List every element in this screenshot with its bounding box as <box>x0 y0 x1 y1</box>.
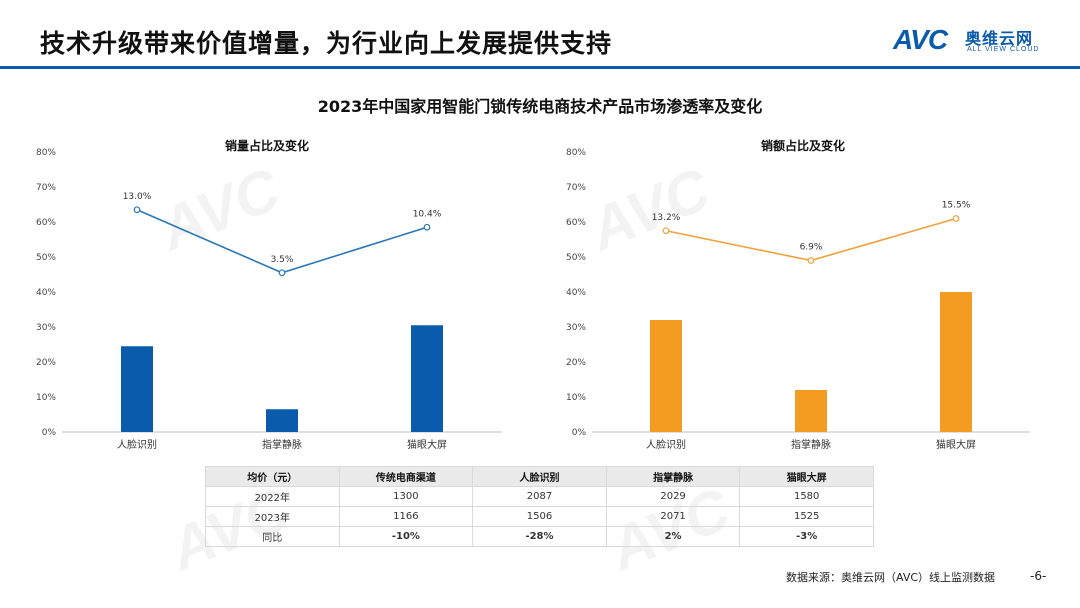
x-tick-label: 人脸识别 <box>117 438 157 451</box>
price-table: 均价（元） 传统电商渠道 人脸识别 指掌静脉 猫眼大屏 2022年 1300 2… <box>205 466 874 547</box>
y-tick-label: 60% <box>36 218 56 228</box>
table-header-cell: 人脸识别 <box>472 466 607 487</box>
logo-en-name: ALL VIEW CLOUD <box>967 46 1040 53</box>
data-label: 6.9% <box>800 243 823 253</box>
table-header-cell: 指掌静脉 <box>605 466 741 487</box>
table-row: 2022年 1300 2087 2029 1580 <box>205 486 874 507</box>
table-cell: 2029 <box>605 486 741 507</box>
bar <box>795 390 827 432</box>
section-title: 2023年中国家用智能门锁传统电商技术产品市场渗透率及变化 <box>317 97 763 116</box>
series-line <box>665 217 957 262</box>
bar <box>411 325 443 432</box>
table-header-cell: 传统电商渠道 <box>338 466 474 487</box>
yoy-cell: 2% <box>605 526 741 547</box>
page-number: -6- <box>1030 569 1047 583</box>
line-point <box>952 215 960 222</box>
row-label: 2022年 <box>205 486 340 507</box>
y-tick-label: 70% <box>566 183 586 193</box>
logo-cn-name: 奥维云网 <box>965 29 1034 48</box>
x-tick-label: 指掌静脉 <box>791 438 831 451</box>
line-point <box>133 206 141 214</box>
y-tick-label: 40% <box>566 288 586 298</box>
line-point <box>662 227 670 235</box>
row-label: 2023年 <box>205 506 340 527</box>
bar <box>266 409 298 432</box>
y-tick-label: 10% <box>36 393 56 403</box>
yoy-cell: -10% <box>338 526 474 547</box>
chart-title: 销额占比及变化 <box>761 138 845 153</box>
chart-title: 销量占比及变化 <box>225 138 309 153</box>
y-tick-label: 70% <box>36 183 56 193</box>
yoy-cell: -28% <box>472 526 607 547</box>
table-cell: 2087 <box>472 486 607 507</box>
x-tick-label: 指掌静脉 <box>262 438 302 451</box>
y-tick-label: 0% <box>572 428 587 438</box>
x-tick-label: 猫眼大屏 <box>407 438 447 451</box>
yoy-cell: -3% <box>739 526 874 547</box>
x-tick-label: 人脸识别 <box>646 438 686 451</box>
y-tick-label: 80% <box>566 148 586 158</box>
data-label: 3.5% <box>271 255 294 265</box>
bar <box>650 320 682 432</box>
line-point <box>807 257 815 264</box>
y-tick-label: 20% <box>566 358 586 368</box>
table-cell: 1166 <box>338 506 474 527</box>
table-row: 2023年 1166 1506 2071 1525 <box>205 506 874 527</box>
row-label: 同比 <box>205 526 340 547</box>
y-tick-label: 40% <box>36 288 56 298</box>
data-label: 15.5% <box>942 201 971 211</box>
table-header-row: 均价（元） 传统电商渠道 人脸识别 指掌静脉 猫眼大屏 <box>205 466 874 487</box>
table-header-cell: 均价（元） <box>205 466 340 487</box>
y-tick-label: 60% <box>566 218 586 228</box>
avc-logo: AVC 奥维云网 ALL VIEW CLOUD <box>893 24 1053 58</box>
line-point <box>278 269 286 277</box>
y-tick-label: 30% <box>36 323 56 333</box>
y-tick-label: 30% <box>566 323 586 333</box>
table-header-cell: 猫眼大屏 <box>739 466 874 487</box>
y-tick-label: 20% <box>36 358 56 368</box>
x-tick-label: 猫眼大屏 <box>936 438 976 451</box>
data-label: 13.0% <box>123 192 152 202</box>
table-cell: 1506 <box>472 506 607 527</box>
page-title: 技术升级带来价值增量，为行业向上发展提供支持 <box>40 29 613 58</box>
y-tick-label: 10% <box>566 393 586 403</box>
table-cell: 1525 <box>739 506 874 527</box>
y-tick-label: 50% <box>36 253 56 263</box>
table-cell: 1580 <box>739 486 874 507</box>
data-label: 13.2% <box>652 213 681 223</box>
y-tick-label: 80% <box>36 148 56 158</box>
bar <box>121 346 153 432</box>
header-rule <box>0 66 1080 69</box>
table-row: 同比 -10% -28% 2% -3% <box>205 526 874 547</box>
logo-mark: AVC <box>893 24 948 55</box>
y-tick-label: 50% <box>566 253 586 263</box>
line-point <box>423 223 431 231</box>
y-tick-label: 0% <box>42 428 57 438</box>
data-source: 数据来源：奥维云网（AVC）线上监测数据 <box>786 571 996 584</box>
table-cell: 2071 <box>605 506 741 527</box>
table-cell: 1300 <box>338 486 474 507</box>
bar <box>940 292 972 432</box>
data-label: 10.4% <box>413 209 442 219</box>
